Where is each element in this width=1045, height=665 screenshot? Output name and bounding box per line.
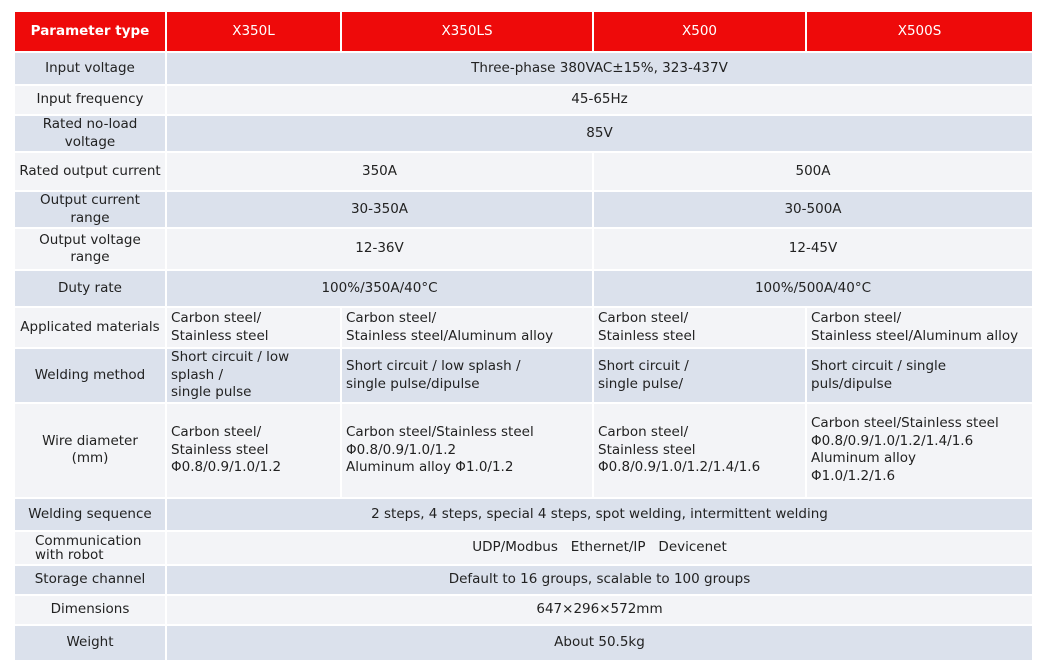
header-cell: X500S: [807, 12, 1032, 51]
row: Communication with robot UDP/Modbus Ethe…: [15, 531, 1032, 564]
row: Output voltage range 12-36V 12-45V: [15, 229, 1032, 270]
cell: Default to 16 groups, scalable to 100 gr…: [167, 565, 1032, 594]
header-row: Parameter type X350L X350LS X500 X500S: [15, 12, 1032, 51]
cell: 2 steps, 4 steps, special 4 steps, spot …: [167, 498, 1032, 530]
cell: 350A: [167, 153, 592, 191]
header-cell: X350LS: [342, 12, 592, 51]
row: Weight About 50.5kg: [15, 625, 1032, 660]
cell: 647×296×572mm: [167, 595, 1032, 624]
cell: Carbon steel/ Stainless steel: [594, 308, 805, 348]
row: Rated no-load voltage 85V: [15, 116, 1032, 152]
cell: About 50.5kg: [167, 625, 1032, 660]
row-label: Welding sequence: [15, 498, 165, 530]
cell: Carbon steel/ Stainless steel Φ0.8/0.9/1…: [594, 403, 805, 497]
row-label: Output voltage range: [15, 229, 165, 270]
row: Welding method Short circuit / low splas…: [15, 349, 1032, 402]
cell: Carbon steel/ Stainless steel/Aluminum a…: [342, 308, 592, 348]
cell: 30-350A: [167, 192, 592, 228]
row: Input frequency 45-65Hz: [15, 86, 1032, 114]
row-label: Output current range: [15, 192, 165, 228]
cell: 85V: [167, 116, 1032, 152]
row-label: Storage channel: [15, 565, 165, 594]
cell: Short circuit / single puls/dipulse: [807, 349, 1032, 402]
row: Applicated materials Carbon steel/ Stain…: [15, 308, 1032, 348]
cell: 12-45V: [594, 229, 1032, 270]
header-cell: X500: [594, 12, 805, 51]
row-label: Rated no-load voltage: [15, 116, 165, 152]
row-label: Wire diameter (mm): [15, 403, 165, 497]
row-label: Rated output current: [15, 153, 165, 191]
row: Wire diameter (mm) Carbon steel/ Stainle…: [15, 403, 1032, 497]
row-label: Weight: [15, 625, 165, 660]
row: Output current range 30-350A 30-500A: [15, 192, 1032, 228]
row-label: Dimensions: [15, 595, 165, 624]
cell: 100%/500A/40°C: [594, 271, 1032, 307]
cell: Short circuit / low splash / single puls…: [167, 349, 340, 402]
cell: Carbon steel/Stainless steel Φ0.8/0.9/1.…: [342, 403, 592, 497]
header-cell: Parameter type: [15, 12, 165, 51]
row-label: Input voltage: [15, 53, 165, 84]
row-label: Applicated materials: [15, 308, 165, 348]
row: Welding sequence 2 steps, 4 steps, speci…: [15, 498, 1032, 530]
cell: 100%/350A/40°C: [167, 271, 592, 307]
row: Duty rate 100%/350A/40°C 100%/500A/40°C: [15, 271, 1032, 307]
row: Input voltage Three-phase 380VAC±15%, 32…: [15, 53, 1032, 84]
cell: Carbon steel/Stainless steel Φ0.8/0.9/1.…: [807, 403, 1032, 497]
cell: Carbon steel/ Stainless steel/Aluminum a…: [807, 308, 1032, 348]
row-label: Communication with robot: [15, 531, 165, 564]
cell: UDP/Modbus Ethernet/IP Devicenet: [167, 531, 1032, 564]
row: Storage channel Default to 16 groups, sc…: [15, 565, 1032, 594]
cell: 500A: [594, 153, 1032, 191]
cell: Carbon steel/ Stainless steel: [167, 308, 340, 348]
row-label: Welding method: [15, 349, 165, 402]
cell: Three-phase 380VAC±15%, 323-437V: [167, 53, 1032, 84]
row-label: Input frequency: [15, 86, 165, 114]
cell: Short circuit / low splash / single puls…: [342, 349, 592, 402]
cell: Short circuit / single pulse/: [594, 349, 805, 402]
header-cell: X350L: [167, 12, 340, 51]
row: Dimensions 647×296×572mm: [15, 595, 1032, 624]
row-label: Duty rate: [15, 271, 165, 307]
row: Rated output current 350A 500A: [15, 153, 1032, 191]
cell: Carbon steel/ Stainless steel Φ0.8/0.9/1…: [167, 403, 340, 497]
cell: 30-500A: [594, 192, 1032, 228]
cell: 12-36V: [167, 229, 592, 270]
cell: 45-65Hz: [167, 86, 1032, 114]
spec-table: Parameter type X350L X350LS X500 X500S I…: [13, 10, 1034, 662]
